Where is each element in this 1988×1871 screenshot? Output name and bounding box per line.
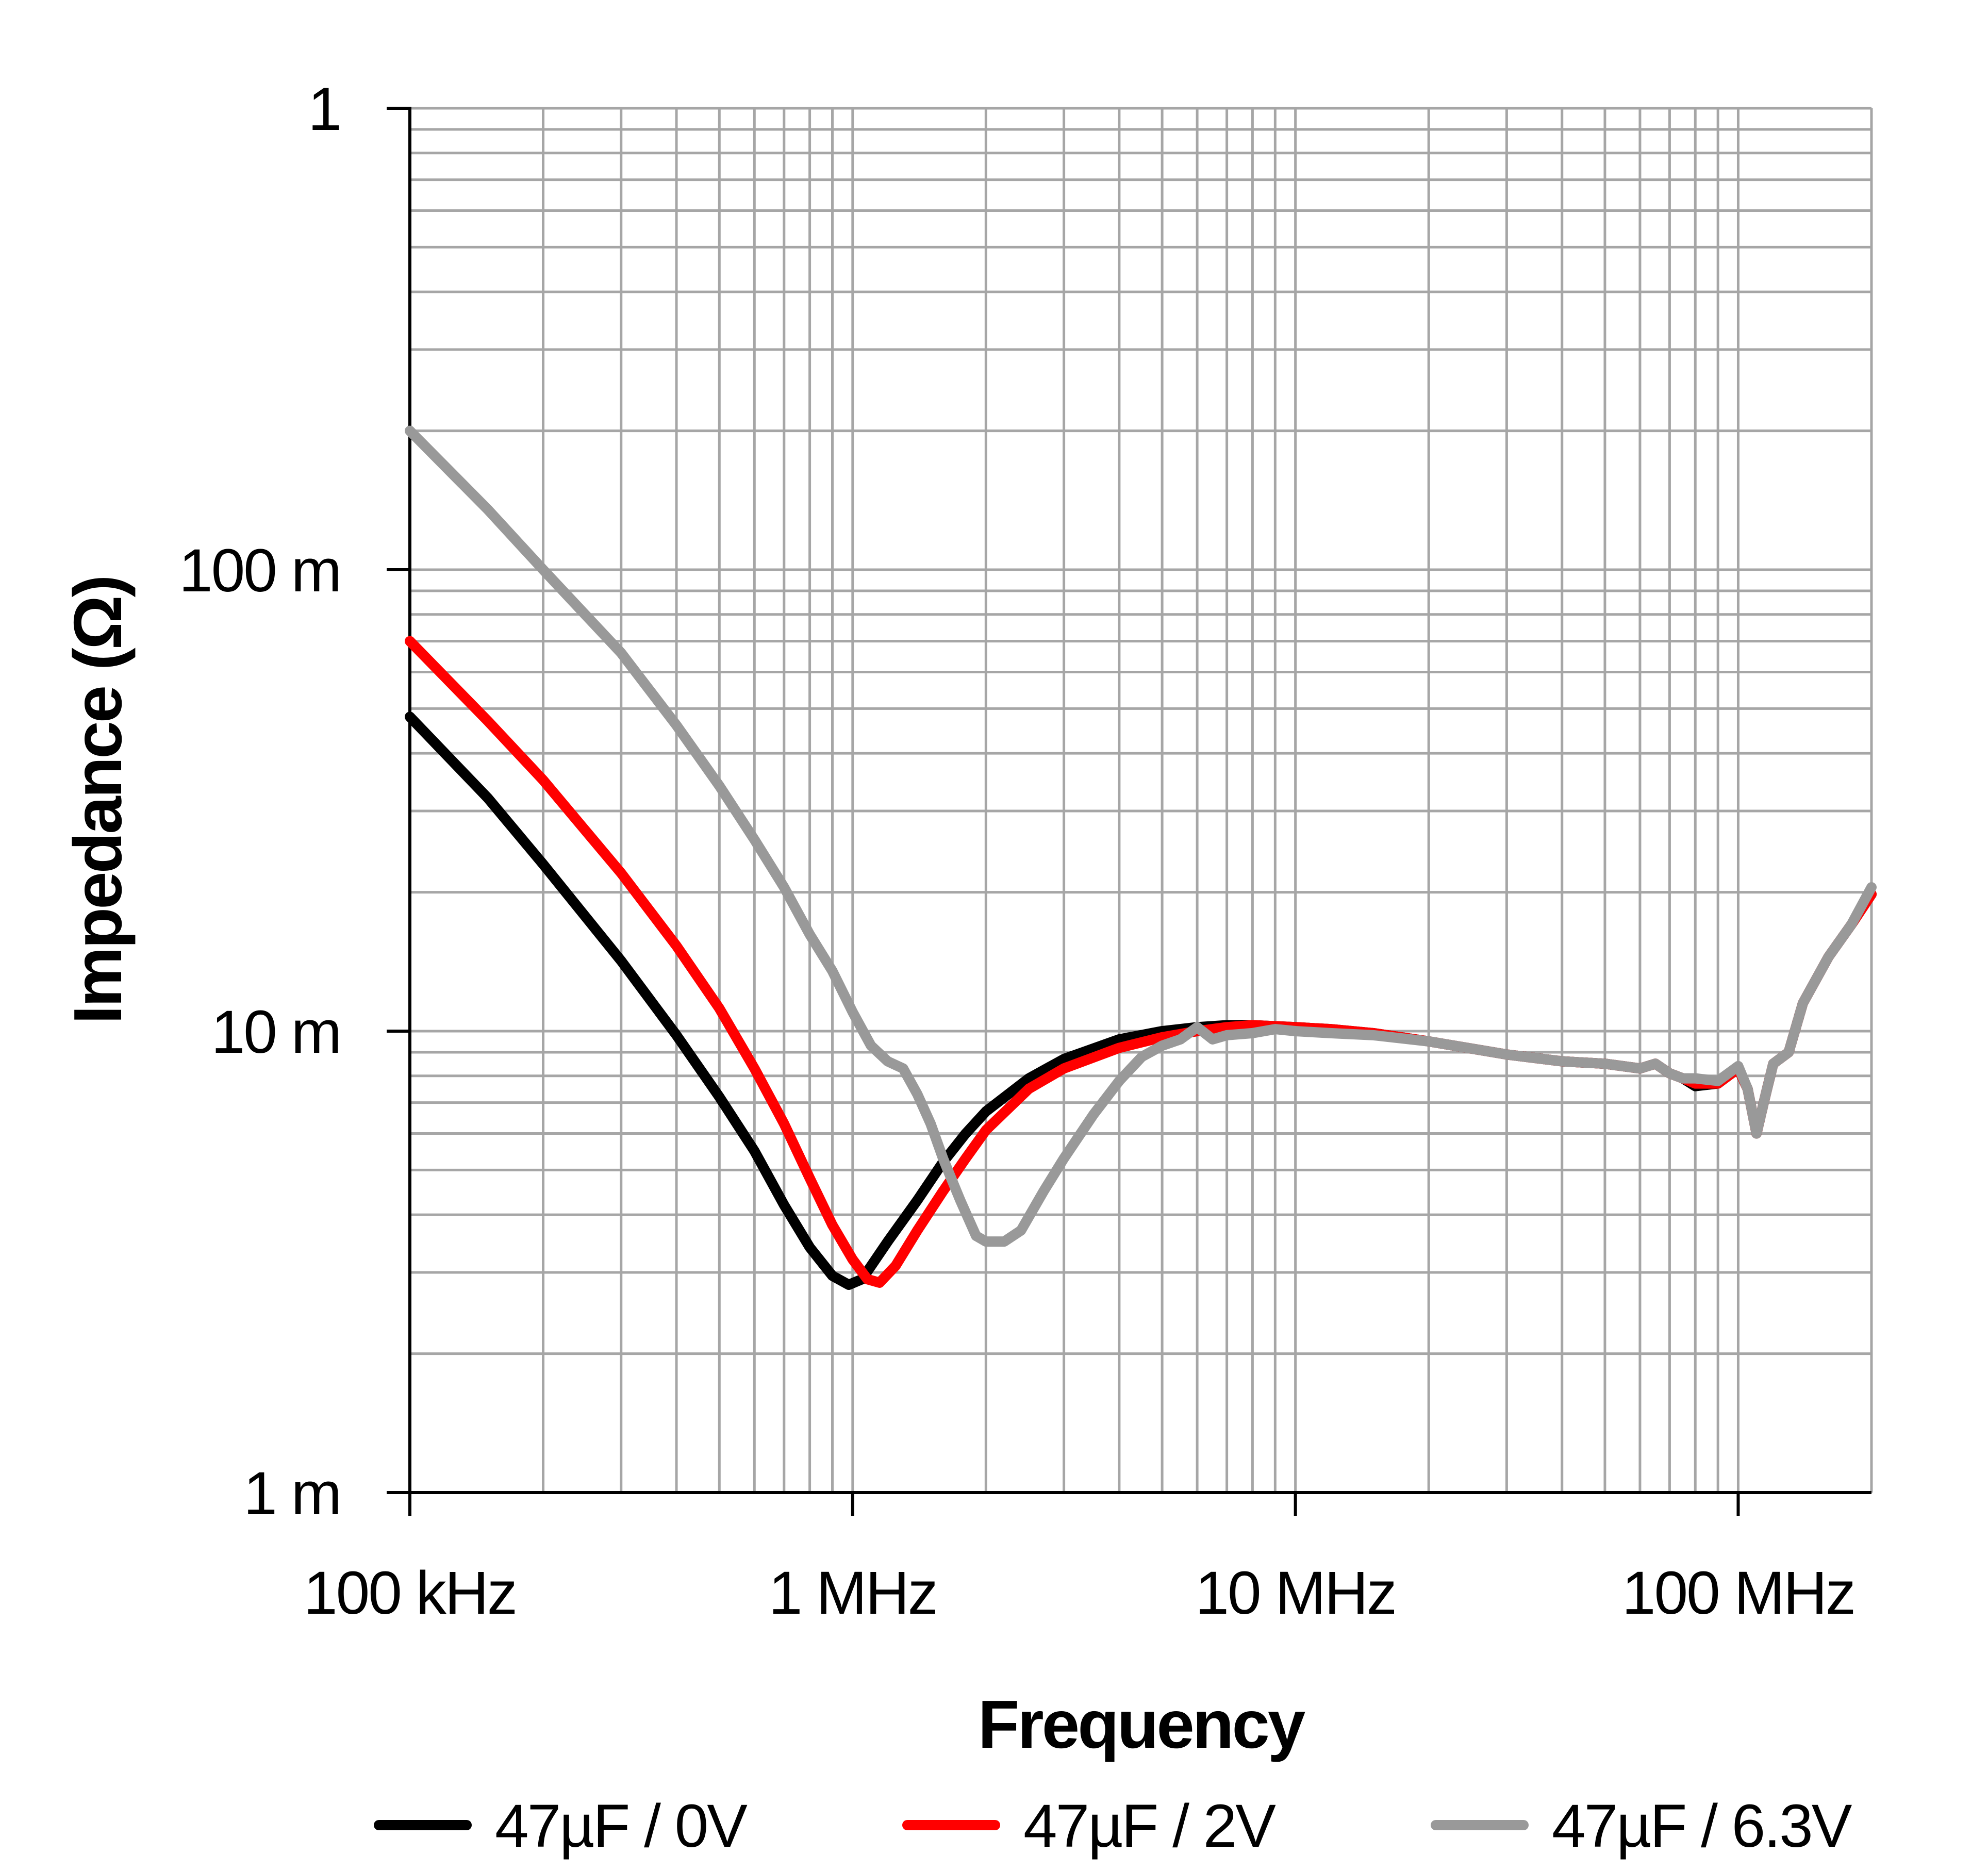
series-line-2 bbox=[405, 636, 1877, 1288]
y-tick-label: 10 m bbox=[211, 998, 340, 1066]
x-tick-label: 10 MHz bbox=[1195, 1559, 1396, 1627]
series-line-1 bbox=[405, 711, 1877, 1290]
legend-label-2: 47µF / 2V bbox=[1023, 1792, 1276, 1860]
chart-axes bbox=[387, 107, 1871, 1516]
y-tick-label: 100 m bbox=[179, 537, 340, 605]
x-axis-title: Frequency bbox=[978, 1686, 1305, 1762]
y-tick-label: 1 bbox=[308, 75, 340, 143]
legend-label-1: 47µF / 0V bbox=[495, 1792, 748, 1860]
chart-grid bbox=[410, 107, 1873, 1493]
series-line-3 bbox=[405, 425, 1877, 1247]
chart-series bbox=[405, 425, 1877, 1290]
x-tick-label: 100 MHz bbox=[1622, 1559, 1854, 1627]
chart-legend: 47µF / 0V 47µF / 2V 47µF / 6.3V bbox=[374, 1792, 1854, 1860]
y-axis-title: Impedance (Ω) bbox=[60, 576, 136, 1024]
y-tick-label: 1 m bbox=[243, 1460, 340, 1528]
chart-labels: 1 100 m 10 m 1 m 100 kHz 1 MHz 10 MHz 100 MHz Fr… bbox=[60, 75, 1856, 1762]
legend-label-3: 47µF / 6.3V bbox=[1552, 1792, 1852, 1860]
x-tick-label: 100 kHz bbox=[304, 1559, 516, 1627]
x-tick-label: 1 MHz bbox=[769, 1559, 937, 1627]
